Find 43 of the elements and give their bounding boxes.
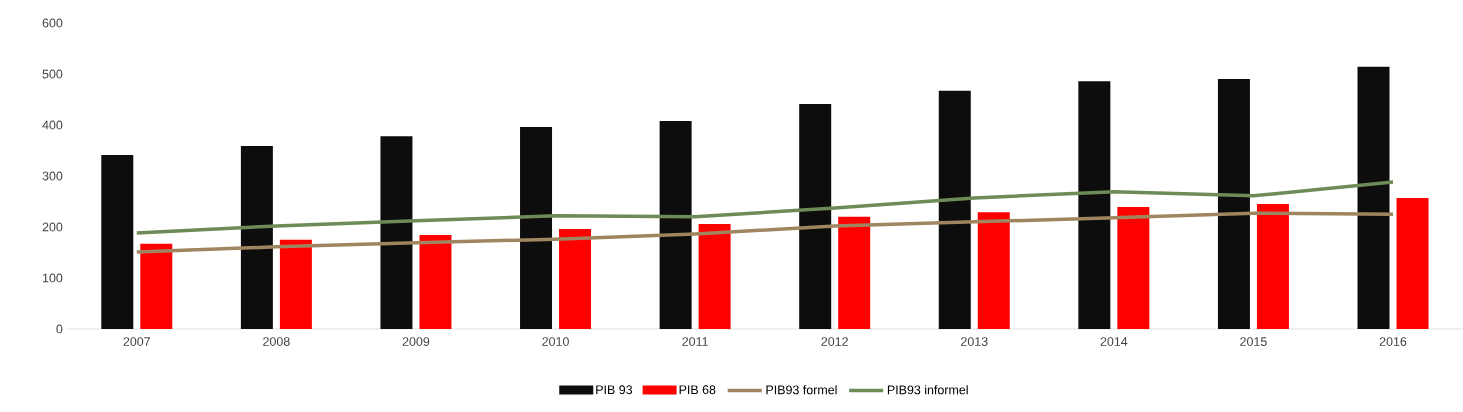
legend-label: PIB93 formel (766, 385, 837, 395)
y-tick-label: 200 (42, 222, 63, 232)
bar (140, 243, 173, 329)
x-tick-label: 2012 (821, 337, 848, 346)
bar (1117, 207, 1150, 329)
x-tick-label: 2011 (682, 337, 708, 346)
bar (419, 235, 452, 329)
bar (1078, 81, 1111, 329)
legend-label: PIB 68 (679, 385, 716, 395)
y-tick-label: 100 (43, 273, 63, 283)
bar (520, 127, 553, 329)
legend-label: PIB93 informel (887, 385, 968, 395)
bar (240, 145, 273, 329)
bar (938, 90, 971, 329)
bar (101, 155, 134, 329)
bar (698, 223, 731, 329)
x-tick-label: 2010 (542, 337, 569, 346)
x-tick-label: 2014 (1100, 337, 1128, 346)
bar (799, 104, 832, 329)
x-tick-label: 2009 (402, 337, 430, 346)
line-series (135, 180, 1395, 235)
bar (659, 120, 692, 329)
y-tick-label: 600 (42, 18, 63, 28)
y-tick-label: 400 (42, 120, 63, 130)
x-tick-label: 2013 (961, 337, 988, 346)
line-series (135, 211, 1395, 254)
x-tick-label: 2008 (263, 337, 290, 346)
y-tick-label: 500 (42, 69, 63, 79)
bar (977, 212, 1010, 329)
legend-label: PIB 93 (596, 385, 633, 395)
bar (1396, 197, 1429, 329)
bar (838, 216, 871, 329)
x-tick-label: 2016 (1379, 337, 1407, 346)
x-tick-label: 2007 (123, 337, 151, 346)
y-tick-label: 300 (42, 171, 63, 181)
bar (559, 229, 592, 329)
y-tick-label: 0 (56, 324, 63, 334)
bar (1217, 79, 1250, 329)
bar (279, 239, 312, 329)
bar (1357, 66, 1390, 329)
bar (380, 136, 413, 329)
bar (1256, 204, 1289, 329)
x-tick-label: 2015 (1240, 337, 1267, 346)
